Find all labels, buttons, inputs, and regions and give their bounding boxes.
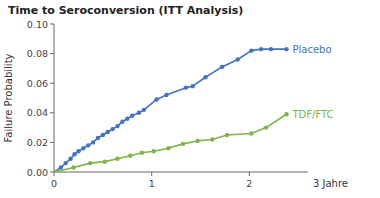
series-label: TDF/FTC	[292, 109, 334, 120]
x-tick	[54, 172, 55, 176]
series-point	[210, 137, 214, 141]
series-point	[235, 57, 239, 61]
y-axis-line	[54, 24, 55, 172]
y-tick	[50, 53, 54, 54]
series-point	[128, 154, 132, 158]
series-point	[130, 114, 134, 118]
series-point	[142, 108, 146, 112]
series-point	[101, 133, 105, 137]
series-label: Placebo	[293, 44, 332, 55]
series-point	[137, 111, 141, 115]
series-point	[151, 149, 155, 153]
series-point	[103, 159, 107, 163]
series-point	[68, 156, 72, 160]
x-end-annotation: 3 Jahre	[313, 178, 348, 189]
y-tick-label: 0.00	[27, 167, 48, 178]
series-point	[76, 149, 80, 153]
series-point	[110, 127, 114, 131]
series-point	[81, 146, 85, 150]
series-point	[125, 117, 129, 121]
series-point	[284, 112, 288, 116]
series-point	[91, 140, 95, 144]
y-tick	[50, 142, 54, 143]
series-point	[106, 130, 110, 134]
series-point	[71, 165, 75, 169]
x-axis-line	[54, 172, 308, 173]
y-axis-label: Failure Probability	[3, 53, 14, 142]
series-point	[88, 161, 92, 165]
y-tick-label: 0.08	[27, 48, 48, 59]
series-point	[195, 139, 199, 143]
series-point	[86, 143, 90, 147]
series-point	[96, 136, 100, 140]
series-point	[181, 142, 185, 146]
series-point	[120, 119, 124, 123]
series-point	[184, 85, 188, 89]
series-point	[249, 48, 253, 52]
y-tick-label: 0.10	[27, 19, 48, 30]
series-point	[164, 93, 168, 97]
x-tick	[249, 172, 250, 176]
series-point	[284, 47, 288, 51]
x-tick	[151, 172, 152, 176]
y-tick-label: 0.04	[27, 107, 48, 118]
x-tick-label: 2	[246, 178, 252, 189]
series-point	[225, 133, 229, 137]
y-tick	[50, 83, 54, 84]
y-tick	[50, 24, 54, 25]
series-line	[54, 114, 287, 172]
series-point	[115, 124, 119, 128]
y-tick-label: 0.06	[27, 78, 48, 89]
series-point	[140, 151, 144, 155]
series-line	[54, 49, 287, 172]
series-point	[220, 65, 224, 69]
series-point	[72, 152, 76, 156]
series-point	[154, 97, 158, 101]
y-tick-label: 0.02	[27, 137, 48, 148]
series-point	[166, 146, 170, 150]
series-point	[249, 131, 253, 135]
series-point	[54, 170, 56, 172]
series-point	[203, 75, 207, 79]
y-tick	[50, 172, 54, 173]
series-point	[59, 165, 63, 169]
y-tick	[50, 112, 54, 113]
series-point	[64, 161, 68, 165]
series-point	[54, 170, 56, 172]
chart: Time to Seroconversion (ITT Analysis) Fai…	[0, 0, 380, 198]
x-tick-label: 1	[149, 178, 155, 189]
series-point	[191, 84, 195, 88]
plot-area	[54, 47, 289, 172]
series-point	[259, 47, 263, 51]
x-tick-label: 0	[51, 178, 57, 189]
title: Time to Seroconversion (ITT Analysis)	[8, 4, 243, 17]
series-point	[269, 47, 273, 51]
series-point	[264, 125, 268, 129]
series-point	[115, 156, 119, 160]
